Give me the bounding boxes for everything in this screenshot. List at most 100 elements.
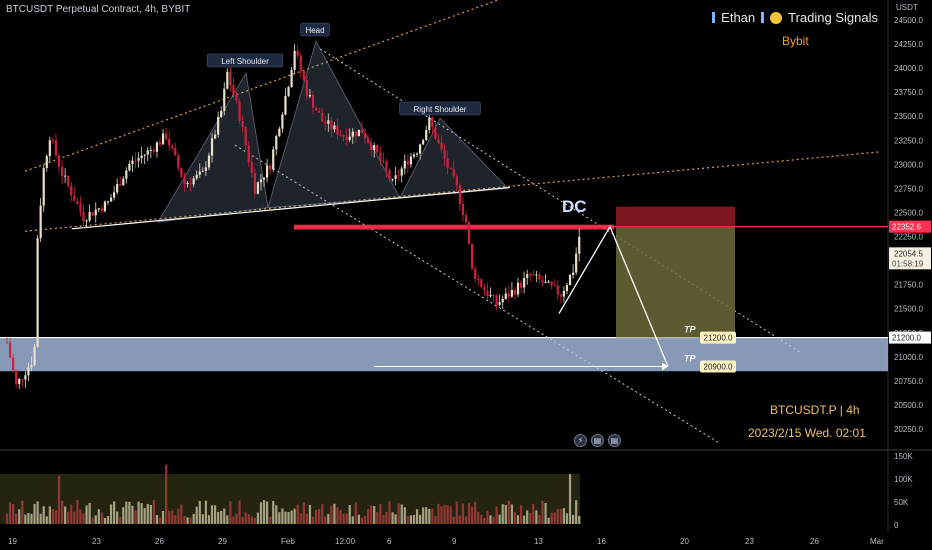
x-tick-label: 26 bbox=[810, 537, 819, 546]
volume-bar bbox=[189, 517, 192, 524]
volume-tick-label: 50K bbox=[894, 498, 909, 507]
candle bbox=[345, 136, 348, 140]
current-price-badge bbox=[889, 247, 931, 270]
current-price: 22054.5 bbox=[894, 249, 923, 258]
volume-bar bbox=[501, 504, 504, 524]
candle bbox=[272, 149, 275, 170]
volume-bar bbox=[269, 516, 272, 524]
candle bbox=[538, 274, 541, 280]
volume-bar bbox=[140, 503, 143, 524]
volume-bar bbox=[333, 503, 336, 524]
volume-bar bbox=[440, 506, 443, 524]
y-tick-label: 23750.0 bbox=[894, 88, 923, 97]
volume-bar bbox=[73, 511, 76, 524]
volume-bar bbox=[275, 505, 278, 524]
volume-bar bbox=[152, 500, 155, 524]
volume-bar bbox=[137, 501, 140, 524]
volume-bar bbox=[36, 501, 39, 524]
stop-loss-zone bbox=[616, 206, 735, 227]
head-label: Head bbox=[305, 26, 324, 35]
volume-bar bbox=[256, 512, 260, 524]
tp-zone bbox=[0, 337, 888, 372]
bar-icon bbox=[761, 12, 765, 23]
candle bbox=[36, 238, 39, 347]
volume-bar bbox=[363, 515, 367, 524]
volume-bar bbox=[342, 513, 345, 524]
candle bbox=[370, 142, 373, 151]
candle bbox=[357, 129, 360, 137]
candle bbox=[492, 295, 495, 297]
candle bbox=[27, 367, 30, 376]
candle bbox=[18, 379, 21, 385]
candle bbox=[70, 185, 73, 196]
volume-bar bbox=[443, 505, 446, 524]
volume-bar bbox=[339, 509, 342, 524]
candle bbox=[266, 165, 269, 178]
candle bbox=[553, 285, 556, 287]
volume-bar bbox=[446, 505, 449, 524]
lower-channel-line bbox=[24, 151, 881, 232]
candle bbox=[565, 285, 569, 292]
candle bbox=[109, 197, 113, 202]
candle bbox=[198, 171, 201, 175]
x-tick-label: 6 bbox=[387, 537, 392, 546]
volume-bar bbox=[238, 500, 241, 524]
volume-bar bbox=[207, 515, 211, 524]
volume-bar bbox=[556, 509, 559, 524]
candle bbox=[388, 170, 391, 180]
candle bbox=[351, 131, 354, 137]
x-tick-label: 9 bbox=[452, 537, 457, 546]
candle bbox=[440, 142, 443, 150]
volume-bar bbox=[192, 513, 195, 524]
volume-bar bbox=[94, 515, 97, 524]
volume-bar bbox=[461, 503, 465, 524]
candle bbox=[324, 121, 327, 124]
us-flag-icon[interactable]: ▤ bbox=[591, 434, 604, 447]
candle bbox=[428, 117, 431, 131]
datetime-label: 2023/2/15 Wed. 02:01 bbox=[748, 426, 866, 440]
candle bbox=[42, 168, 45, 206]
volume-bar bbox=[217, 511, 220, 524]
candle bbox=[397, 175, 400, 177]
candle bbox=[550, 281, 553, 286]
x-tick-label: 26 bbox=[155, 537, 164, 546]
candle bbox=[256, 182, 260, 194]
candle bbox=[318, 110, 321, 113]
candle bbox=[137, 158, 140, 161]
candle bbox=[220, 110, 223, 117]
volume-bar bbox=[412, 515, 416, 524]
volume-bar bbox=[54, 510, 58, 524]
candle bbox=[489, 295, 492, 297]
candle bbox=[180, 167, 183, 178]
y-tick-label: 21000.0 bbox=[894, 353, 923, 362]
candle bbox=[443, 149, 446, 159]
candle bbox=[412, 154, 416, 157]
lightning-icon[interactable]: ⚡ bbox=[574, 434, 587, 447]
candle bbox=[284, 95, 287, 115]
candle bbox=[73, 195, 76, 202]
volume-bar bbox=[223, 508, 226, 524]
candle bbox=[48, 140, 51, 157]
us-flag-icon[interactable]: ▤ bbox=[608, 434, 621, 447]
candle bbox=[183, 177, 186, 185]
volume-bar bbox=[376, 512, 379, 524]
candle bbox=[113, 192, 116, 198]
candle bbox=[299, 55, 302, 71]
candle bbox=[464, 214, 468, 223]
volume-bar bbox=[198, 500, 201, 524]
left-shoulder-label: Left Shoulder bbox=[221, 57, 269, 66]
volume-bar bbox=[529, 512, 532, 524]
candle bbox=[54, 140, 58, 156]
candle bbox=[308, 94, 312, 97]
candle bbox=[406, 160, 409, 165]
candle bbox=[425, 130, 428, 141]
x-tick-label: 12:00 bbox=[335, 537, 356, 546]
volume-bar bbox=[489, 515, 492, 524]
candle bbox=[88, 211, 91, 221]
candle bbox=[327, 120, 330, 124]
volume-bar bbox=[422, 507, 425, 524]
x-tick-label: 19 bbox=[8, 537, 17, 546]
candle bbox=[60, 166, 64, 177]
volume-bar bbox=[379, 504, 382, 524]
